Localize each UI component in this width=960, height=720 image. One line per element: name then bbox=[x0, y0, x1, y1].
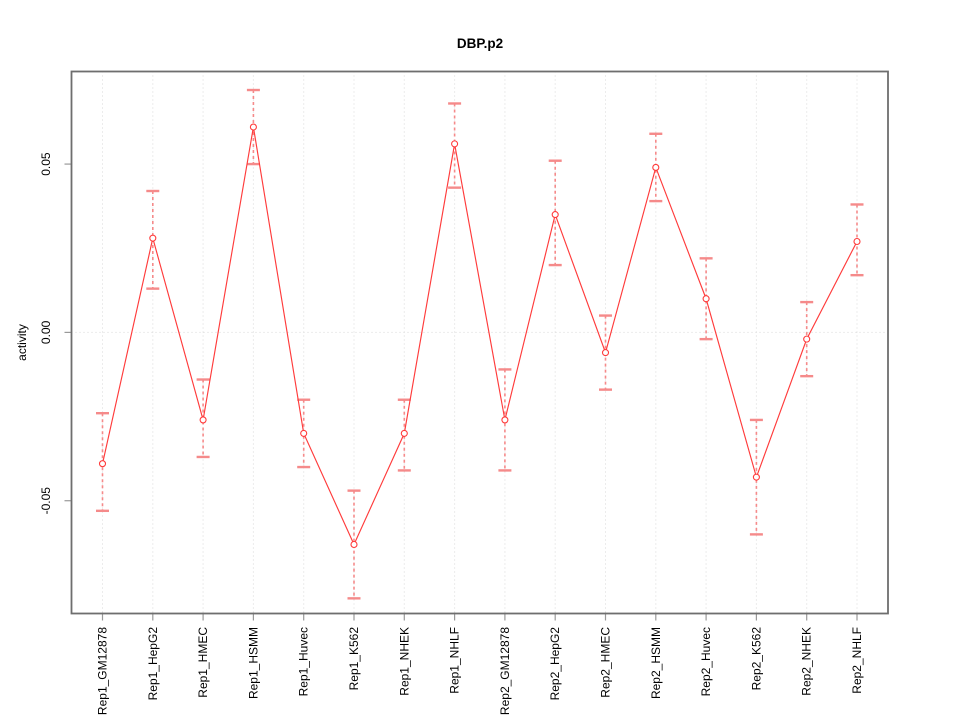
data-point bbox=[400, 429, 408, 437]
x-tick-label: Rep2_NHLF bbox=[850, 627, 864, 694]
data-point bbox=[702, 295, 710, 303]
data-point bbox=[652, 163, 660, 171]
data-point bbox=[199, 416, 207, 424]
y-tick-label: 0.00 bbox=[39, 320, 53, 344]
data-point bbox=[601, 349, 610, 357]
x-tick-label: Rep1_HSMM bbox=[246, 627, 260, 699]
data-point bbox=[98, 460, 107, 468]
x-tick-label: Rep1_HMEC bbox=[196, 627, 210, 698]
chart-title: DBP.p2 bbox=[457, 36, 503, 51]
data-point bbox=[551, 211, 559, 219]
x-tick-label: Rep2_K562 bbox=[749, 627, 763, 691]
y-tick-label: -0.05 bbox=[39, 487, 53, 515]
data-point bbox=[501, 416, 509, 424]
x-tick-label: Rep1_HepG2 bbox=[146, 627, 160, 701]
x-tick-label: Rep1_K562 bbox=[347, 627, 361, 691]
plot-frame bbox=[70, 70, 889, 615]
x-tick-label: Rep2_Huvec bbox=[699, 627, 713, 696]
x-tick-label: Rep2_HSMM bbox=[649, 627, 663, 699]
data-point bbox=[853, 237, 861, 246]
y-axis-label: activity bbox=[15, 324, 29, 361]
series-line bbox=[101, 126, 858, 546]
data-point bbox=[300, 429, 308, 437]
data-point bbox=[350, 540, 358, 549]
x-tick-label: Rep1_Huvec bbox=[297, 627, 311, 696]
data-point bbox=[803, 335, 811, 343]
x-tick-label: Rep2_GM12878 bbox=[498, 627, 512, 715]
data-point bbox=[249, 123, 257, 131]
x-tick-label: Rep2_NHEK bbox=[800, 627, 814, 696]
x-tick-label: Rep1_NHLF bbox=[448, 627, 462, 694]
data-point bbox=[752, 473, 760, 481]
x-tick-label: Rep2_HMEC bbox=[599, 627, 613, 698]
x-tick-label: Rep1_GM12878 bbox=[96, 627, 110, 715]
x-tick-label: Rep2_HepG2 bbox=[548, 627, 562, 701]
data-point bbox=[149, 234, 157, 242]
x-tick-label: Rep1_NHEK bbox=[397, 627, 411, 696]
y-tick-label: 0.05 bbox=[39, 152, 53, 176]
plot-area: -0.05 0.00 0.05 Rep1_GM12878 Rep1_HepG2 Rep1_… bbox=[39, 70, 889, 715]
data-point bbox=[451, 140, 459, 148]
